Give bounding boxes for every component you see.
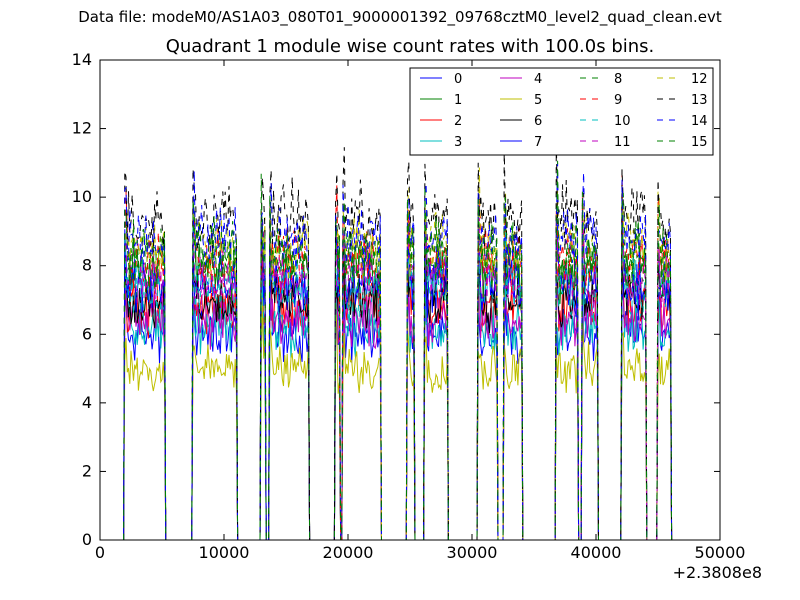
- legend-entry: 5: [500, 93, 542, 108]
- series-line-6: [100, 228, 720, 540]
- legend-label: 3: [454, 135, 462, 150]
- legend-entry: 8: [580, 72, 622, 87]
- series-line-14: [100, 163, 720, 540]
- legend-entry: 7: [500, 135, 542, 150]
- y-tick-label: 6: [82, 324, 92, 343]
- series-line-10: [100, 227, 720, 540]
- y-tick-label: 4: [82, 393, 92, 412]
- legend-entry: 12: [657, 72, 708, 87]
- legend-label: 5: [534, 93, 542, 108]
- x-tick-label: 30000: [447, 543, 498, 562]
- series-line-11: [100, 211, 720, 540]
- legend-entry: 3: [420, 135, 462, 150]
- legend-label: 7: [534, 135, 542, 150]
- legend-label: 1: [454, 93, 462, 108]
- y-tick-label: 12: [72, 119, 92, 138]
- x-tick-label: 40000: [571, 543, 622, 562]
- legend-entry: 13: [657, 93, 708, 108]
- legend-label: 2: [454, 114, 462, 129]
- x-tick-label: 50000: [695, 543, 746, 562]
- y-tick-label: 10: [72, 187, 92, 206]
- x-tick-label: 0: [95, 543, 105, 562]
- x-tick-label: 20000: [323, 543, 374, 562]
- legend-label: 4: [534, 72, 542, 87]
- y-tick-label: 14: [72, 50, 92, 69]
- legend-label: 8: [614, 72, 622, 87]
- y-tick-label: 0: [82, 530, 92, 549]
- legend-entry: 0: [420, 72, 462, 87]
- legend-label: 10: [614, 114, 631, 129]
- figure-suptitle: Data file: modeM0/AS1A03_080T01_90000013…: [78, 8, 722, 26]
- legend-label: 12: [691, 72, 708, 87]
- series-line-15: [100, 160, 720, 540]
- legend-label: 15: [691, 135, 708, 150]
- legend-entry: 6: [500, 114, 542, 129]
- x-offset-label: +2.3808e8: [673, 563, 762, 582]
- y-tick-label: 2: [82, 461, 92, 480]
- legend-entry: 15: [657, 135, 708, 150]
- legend-entry: 11: [580, 135, 631, 150]
- legend-label: 14: [691, 114, 708, 129]
- series-line-13: [100, 138, 720, 540]
- legend-entry: 10: [580, 114, 631, 129]
- plot-frame: [99, 59, 721, 541]
- chart-title: Quadrant 1 module wise count rates with …: [165, 36, 655, 57]
- legend-label: 6: [534, 114, 542, 129]
- legend-label: 9: [614, 93, 622, 108]
- legend-entry: 9: [580, 93, 622, 108]
- legend-entry: 2: [420, 114, 462, 129]
- y-tick-label: 8: [82, 256, 92, 275]
- series-layer: [100, 138, 720, 540]
- x-tick-label: 10000: [199, 543, 250, 562]
- series-line-5: [100, 297, 720, 540]
- legend-entry: 1: [420, 93, 462, 108]
- series-line-12: [100, 167, 720, 540]
- legend-entry: 14: [657, 114, 708, 129]
- series-line-8: [100, 195, 720, 540]
- legend-entry: 4: [500, 72, 542, 87]
- legend-label: 0: [454, 72, 462, 87]
- legend-label: 13: [691, 93, 708, 108]
- series-line-3: [100, 261, 720, 540]
- legend-label: 11: [614, 135, 631, 150]
